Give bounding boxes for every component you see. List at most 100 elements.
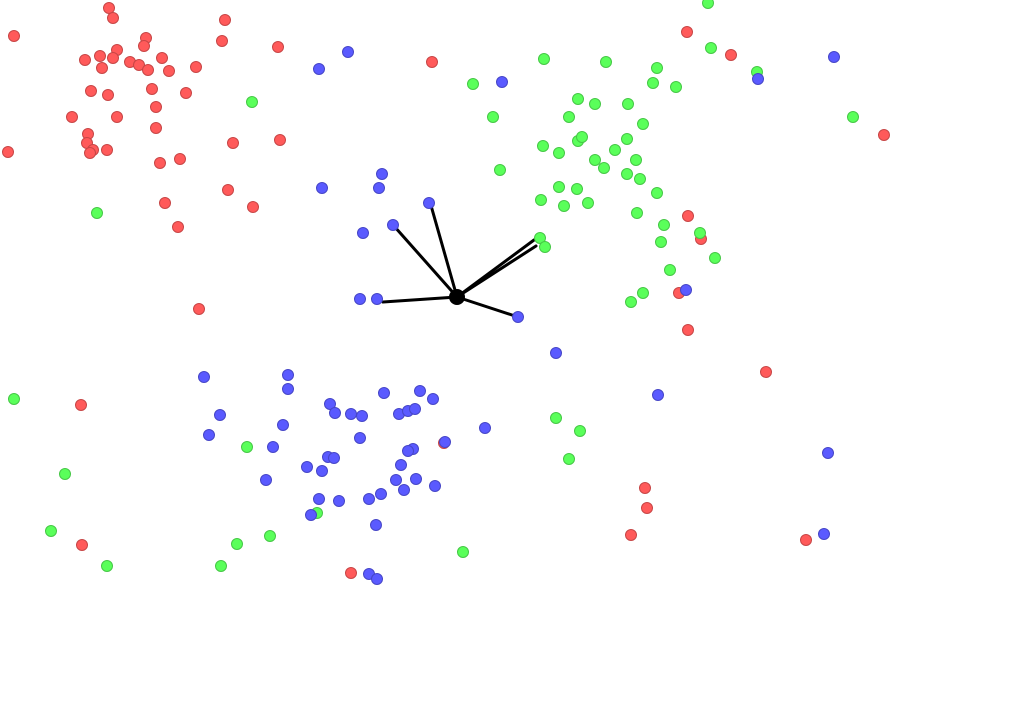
data-points [2, 0, 890, 585]
green-point-22 [609, 144, 621, 156]
green-point-19 [621, 133, 633, 145]
red-point-19 [426, 56, 438, 68]
green-point-45 [625, 296, 637, 308]
red-point-36 [154, 157, 166, 169]
blue-point-9 [387, 219, 399, 231]
neighbor-line-2 [428, 200, 459, 299]
blue-point-24 [329, 407, 341, 419]
red-point-26 [111, 111, 123, 123]
green-point-42 [539, 241, 551, 253]
red-point-1 [107, 12, 119, 24]
green-point-20 [537, 140, 549, 152]
red-point-16 [142, 64, 154, 76]
query-point-layer [449, 289, 465, 305]
neighbor-line-0 [381, 295, 459, 304]
green-point-46 [8, 393, 20, 405]
red-point-33 [2, 146, 14, 158]
red-point-41 [172, 221, 184, 233]
green-point-33 [582, 197, 594, 209]
blue-point-42 [316, 465, 328, 477]
red-point-5 [216, 35, 228, 47]
neighbor-lines [381, 200, 538, 319]
blue-point-56 [818, 528, 830, 540]
red-point-20 [85, 85, 97, 97]
neighbor-line-4 [455, 244, 538, 299]
blue-point-7 [316, 182, 328, 194]
green-point-58 [215, 560, 227, 572]
blue-point-25 [345, 408, 357, 420]
blue-point-31 [203, 429, 215, 441]
green-point-39 [655, 236, 667, 248]
red-point-18 [190, 61, 202, 73]
blue-point-6 [373, 182, 385, 194]
green-point-40 [709, 252, 721, 264]
red-point-13 [156, 52, 168, 64]
green-point-4 [651, 62, 663, 74]
blue-point-17 [282, 369, 294, 381]
red-point-38 [222, 184, 234, 196]
green-point-23 [589, 154, 601, 166]
blue-point-40 [395, 459, 407, 471]
blue-point-4 [752, 73, 764, 85]
green-point-34 [651, 187, 663, 199]
blue-point-43 [439, 436, 451, 448]
red-point-22 [180, 87, 192, 99]
blue-point-11 [354, 293, 366, 305]
red-point-9 [94, 50, 106, 62]
blue-point-33 [479, 422, 491, 434]
green-point-1 [705, 42, 717, 54]
red-point-54 [641, 502, 653, 514]
green-point-35 [91, 207, 103, 219]
blue-point-20 [378, 387, 390, 399]
red-point-42 [193, 303, 205, 315]
green-point-50 [563, 453, 575, 465]
green-point-11 [622, 98, 634, 110]
green-point-41 [534, 232, 546, 244]
red-point-6 [138, 40, 150, 52]
red-point-49 [682, 324, 694, 336]
green-point-16 [637, 118, 649, 130]
blue-point-32 [354, 432, 366, 444]
blue-point-2 [496, 76, 508, 88]
blue-point-58 [371, 573, 383, 585]
red-point-35 [274, 134, 286, 146]
green-point-0 [702, 0, 714, 9]
red-point-51 [75, 399, 87, 411]
blue-point-13 [512, 311, 524, 323]
blue-point-15 [550, 347, 562, 359]
green-point-31 [535, 194, 547, 206]
red-point-57 [345, 567, 357, 579]
green-point-14 [847, 111, 859, 123]
red-point-15 [96, 62, 108, 74]
blue-point-50 [313, 493, 325, 505]
blue-point-51 [333, 495, 345, 507]
green-point-48 [574, 425, 586, 437]
blue-point-54 [370, 519, 382, 531]
red-point-45 [878, 129, 890, 141]
blue-point-19 [324, 398, 336, 410]
blue-point-37 [402, 445, 414, 457]
green-point-47 [550, 412, 562, 424]
green-point-26 [621, 168, 633, 180]
green-point-38 [694, 227, 706, 239]
blue-point-16 [198, 371, 210, 383]
blue-point-49 [398, 484, 410, 496]
green-point-44 [637, 287, 649, 299]
blue-point-21 [414, 385, 426, 397]
green-point-3 [600, 56, 612, 68]
blue-point-47 [429, 480, 441, 492]
red-point-23 [146, 83, 158, 95]
blue-point-48 [375, 488, 387, 500]
red-point-40 [247, 201, 259, 213]
red-point-14 [133, 59, 145, 71]
blue-point-23 [214, 409, 226, 421]
green-point-27 [634, 173, 646, 185]
red-point-27 [150, 122, 162, 134]
green-point-56 [457, 546, 469, 558]
blue-point-12 [371, 293, 383, 305]
red-point-52 [76, 539, 88, 551]
red-point-53 [639, 482, 651, 494]
blue-point-0 [342, 46, 354, 58]
green-point-18 [576, 131, 588, 143]
